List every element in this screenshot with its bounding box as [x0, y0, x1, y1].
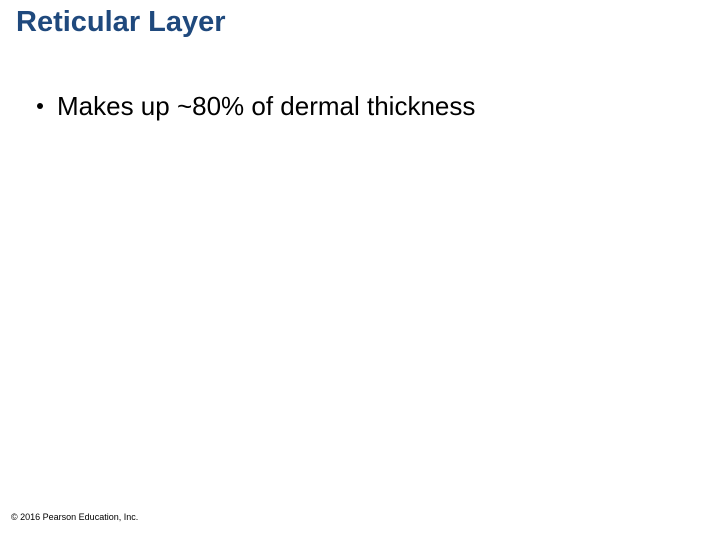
slide-title: Reticular Layer [16, 6, 226, 39]
slide: Reticular Layer Makes up ~80% of dermal … [0, 0, 720, 540]
bullet-item: Makes up ~80% of dermal thickness [37, 91, 475, 122]
copyright-text: © 2016 Pearson Education, Inc. [11, 512, 138, 522]
bullet-dot-icon [37, 103, 43, 109]
bullet-text: Makes up ~80% of dermal thickness [57, 91, 475, 122]
